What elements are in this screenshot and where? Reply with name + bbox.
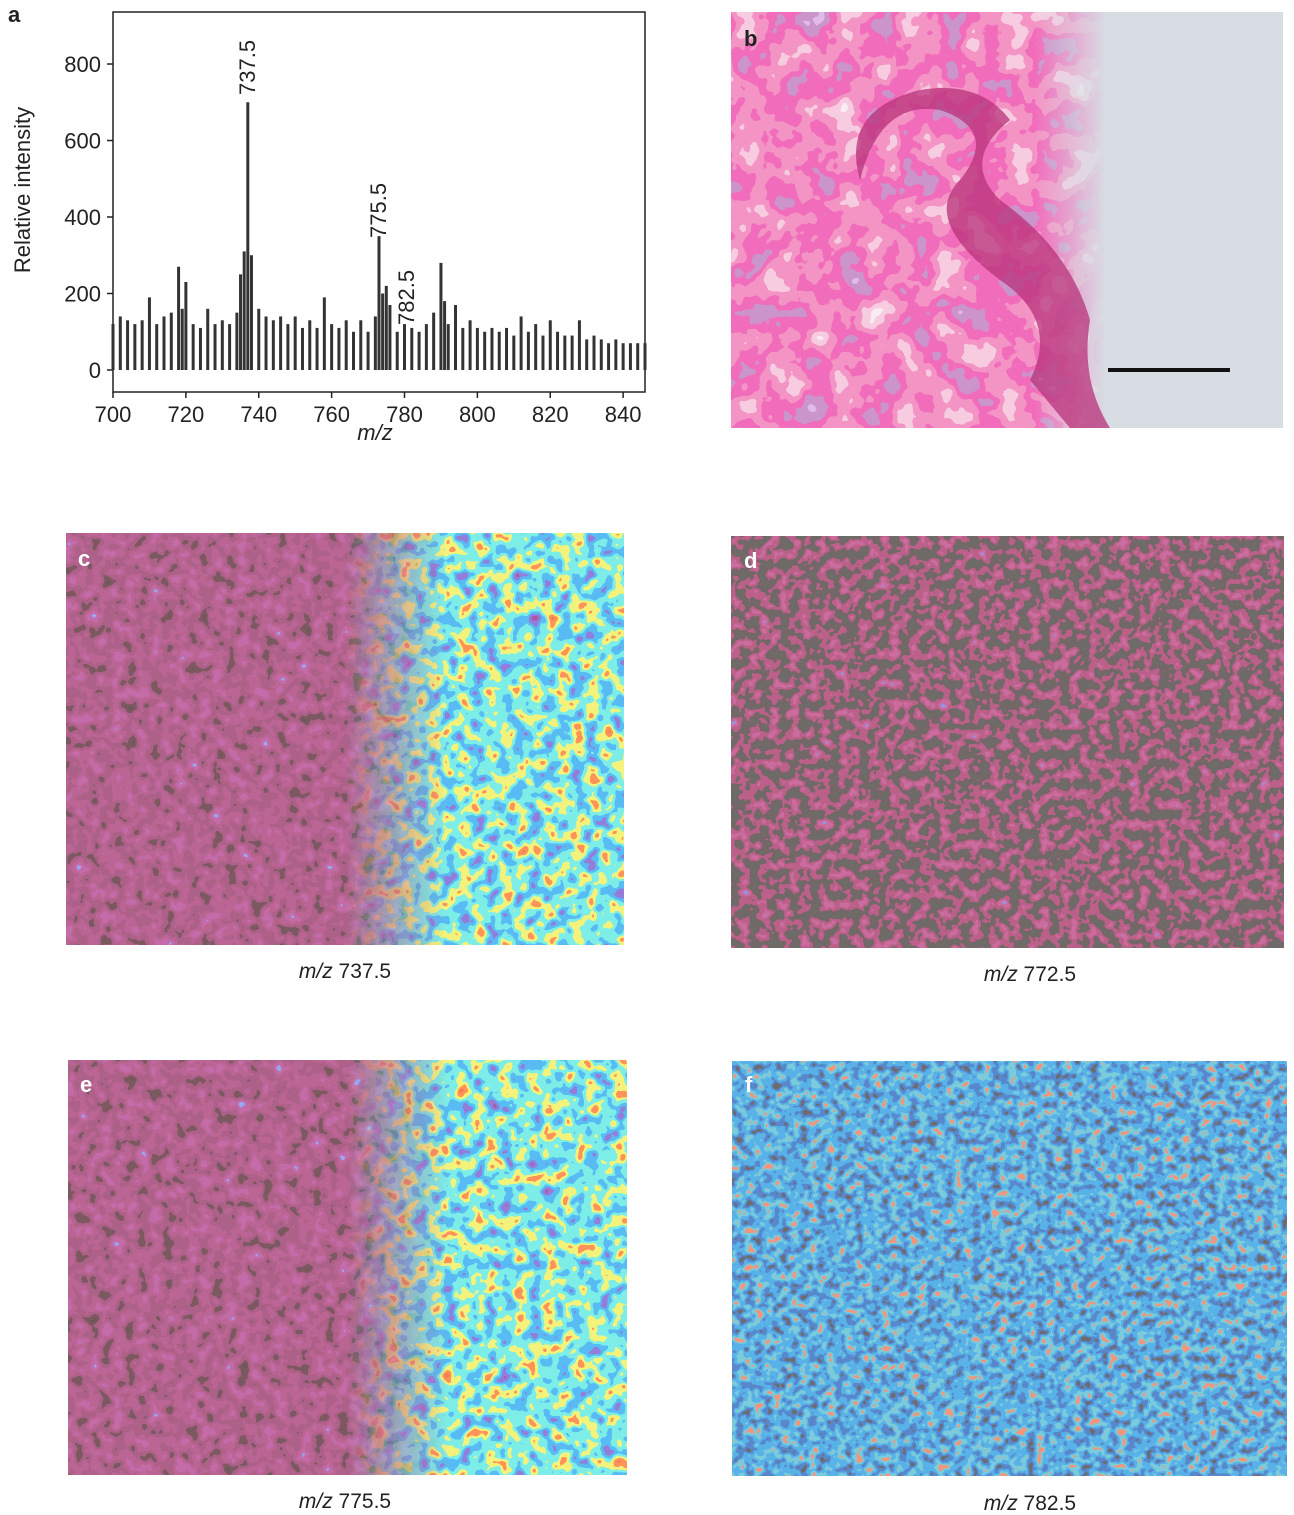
caption-value: 737.5 [339, 960, 392, 983]
x-tick-label: 720 [168, 402, 205, 427]
caption-value: 782.5 [1024, 1492, 1077, 1515]
ion-image: c m/z 737.5 [66, 533, 624, 983]
panel-label: b [744, 26, 757, 51]
peak-annotation: 775.5 [366, 183, 391, 238]
x-tick-label: 780 [386, 402, 423, 427]
ion-image: f m/z 782.5 [732, 1061, 1287, 1515]
spectrum-chart: 0 200 400 600 800 700 720 740 760 780 800 820 840 m/z… [10, 11, 647, 445]
caption-prefix: m/z [299, 1490, 333, 1513]
peak-annotation: 737.5 [235, 40, 260, 95]
caption-value: 775.5 [339, 1490, 392, 1513]
y-axis-label: Relative intensity [10, 107, 35, 273]
ion-image: d m/z 772.5 [731, 536, 1284, 986]
ion-image: e m/z 775.5 [68, 1060, 627, 1513]
caption-value: 772.5 [1024, 963, 1077, 986]
caption-prefix: m/z [299, 960, 333, 983]
panel-label: a [8, 2, 21, 27]
epithelium [856, 88, 1110, 428]
y-tick-label: 0 [89, 358, 101, 383]
panel-label: e [80, 1072, 92, 1097]
y-tick-label: 400 [64, 205, 101, 230]
x-tick-label: 700 [95, 402, 132, 427]
histology-image: b [731, 12, 1283, 428]
caption: m/z 775.5 [299, 1490, 391, 1513]
x-tick-label: 760 [313, 402, 350, 427]
image-base [732, 1061, 1287, 1476]
panel-label: d [744, 548, 757, 573]
image-base [731, 536, 1284, 948]
y-tick-label: 600 [64, 129, 101, 154]
image-hot [66, 533, 624, 945]
y-tick-label: 200 [64, 282, 101, 307]
x-tick-label: 820 [532, 402, 569, 427]
caption-prefix: m/z [984, 963, 1018, 986]
x-tick-label: 740 [240, 402, 277, 427]
caption: m/z 782.5 [984, 1492, 1076, 1515]
plot-frame [112, 11, 646, 393]
x-tick-label: 840 [605, 402, 642, 427]
x-axis-label: m/z [357, 420, 392, 445]
panel-label: f [745, 1072, 753, 1097]
caption: m/z 737.5 [299, 960, 391, 983]
caption: m/z 772.5 [984, 963, 1076, 986]
panel-label: c [78, 546, 90, 571]
caption-prefix: m/z [984, 1492, 1018, 1515]
image-hot [68, 1060, 627, 1475]
x-tick-label: 800 [459, 402, 496, 427]
y-tick-label: 800 [64, 52, 101, 77]
peak-annotation: 782.5 [394, 270, 419, 325]
